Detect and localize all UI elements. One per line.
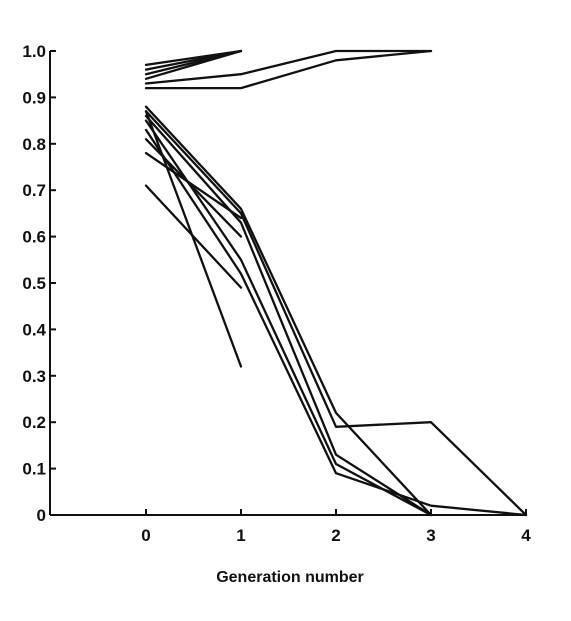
x-tick-label: 2 bbox=[331, 526, 340, 545]
series-line-5 bbox=[144, 49, 433, 85]
y-tick-label: 0.5 bbox=[22, 274, 46, 293]
y-tick-label: 0.4 bbox=[22, 320, 46, 339]
series-line-15 bbox=[144, 151, 243, 220]
series-line-14 bbox=[144, 138, 243, 238]
axes: 0 0.1 0.2 0.3 0.4 0.5 0.6 0.7 0.8 0.9 1.0 0 1 2 3 4 bbox=[22, 42, 531, 545]
series-line-13 bbox=[144, 128, 528, 517]
x-axis-title: Generation number bbox=[216, 569, 364, 586]
series-line-10 bbox=[144, 110, 528, 517]
x-tick-label: 4 bbox=[521, 526, 531, 545]
x-tick-label: 0 bbox=[141, 526, 150, 545]
y-tick-label: 0 bbox=[37, 506, 46, 525]
y-tick-label: 0.9 bbox=[22, 88, 46, 107]
y-tick-label: 0.3 bbox=[22, 367, 46, 386]
series-line-9 bbox=[144, 105, 433, 517]
y-tick-label: 0.7 bbox=[22, 181, 46, 200]
series-line-8 bbox=[144, 184, 243, 289]
series-line-4 bbox=[144, 49, 243, 80]
x-tick-label: 1 bbox=[236, 526, 245, 545]
x-tick-label: 3 bbox=[426, 526, 435, 545]
series-line-11 bbox=[144, 114, 433, 517]
y-tick-label: 0.2 bbox=[22, 413, 46, 432]
y-tick-label: 0.6 bbox=[22, 228, 46, 247]
series-line-6 bbox=[144, 49, 433, 90]
y-tick-label: 0.8 bbox=[22, 135, 46, 154]
y-tick-label: 1.0 bbox=[22, 42, 46, 61]
y-tick-label: 0.1 bbox=[22, 460, 46, 479]
series-group bbox=[144, 49, 528, 517]
